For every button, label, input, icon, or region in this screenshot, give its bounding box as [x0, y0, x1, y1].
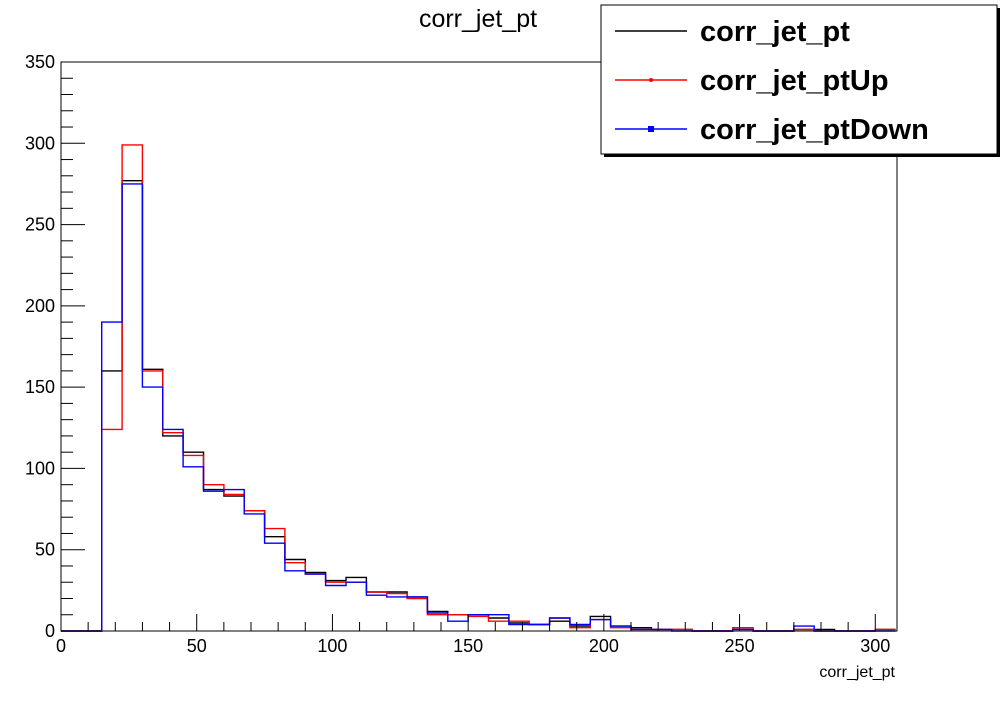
- y-tick-label: 150: [25, 377, 55, 397]
- legend-label-2: corr_jet_ptDown: [700, 114, 929, 146]
- x-tick-label: 250: [725, 636, 755, 656]
- legend-marker-1: [649, 78, 653, 82]
- plot-frame: [60, 61, 898, 632]
- chart-title: corr_jet_pt: [419, 5, 537, 33]
- x-tick-label: 150: [453, 636, 483, 656]
- x-tick-label: 100: [317, 636, 347, 656]
- legend-items: corr_jet_pt corr_jet_ptUp corr_jet_ptDown: [615, 16, 929, 146]
- y-tick-label: 300: [25, 133, 55, 153]
- x-tick-label: 200: [589, 636, 619, 656]
- legend: corr_jet_pt corr_jet_ptUp corr_jet_ptDown: [600, 4, 1000, 157]
- legend-marker-2: [648, 126, 654, 132]
- y-tick-label: 250: [25, 215, 55, 235]
- y-tick-label: 350: [25, 52, 55, 72]
- legend-label-1: corr_jet_ptUp: [700, 65, 889, 97]
- series-layer: [61, 144, 896, 632]
- legend-label-0: corr_jet_pt: [700, 16, 850, 48]
- axis-layer: 0 50 100 150 200 250 300 0 50 100 150 200 250 300 350: [25, 52, 890, 656]
- y-tick-label: 100: [25, 458, 55, 478]
- y-tick-label: 200: [25, 296, 55, 316]
- y-tick-label: 0: [45, 621, 55, 641]
- x-tick-label: 0: [56, 636, 66, 656]
- x-tick-label: 50: [187, 636, 207, 656]
- x-axis-label: corr_jet_pt: [819, 664, 895, 681]
- series-line-1: [61, 144, 896, 632]
- series-line-2: [61, 183, 896, 632]
- y-tick-label: 50: [35, 540, 55, 560]
- x-tick-label: 300: [860, 636, 890, 656]
